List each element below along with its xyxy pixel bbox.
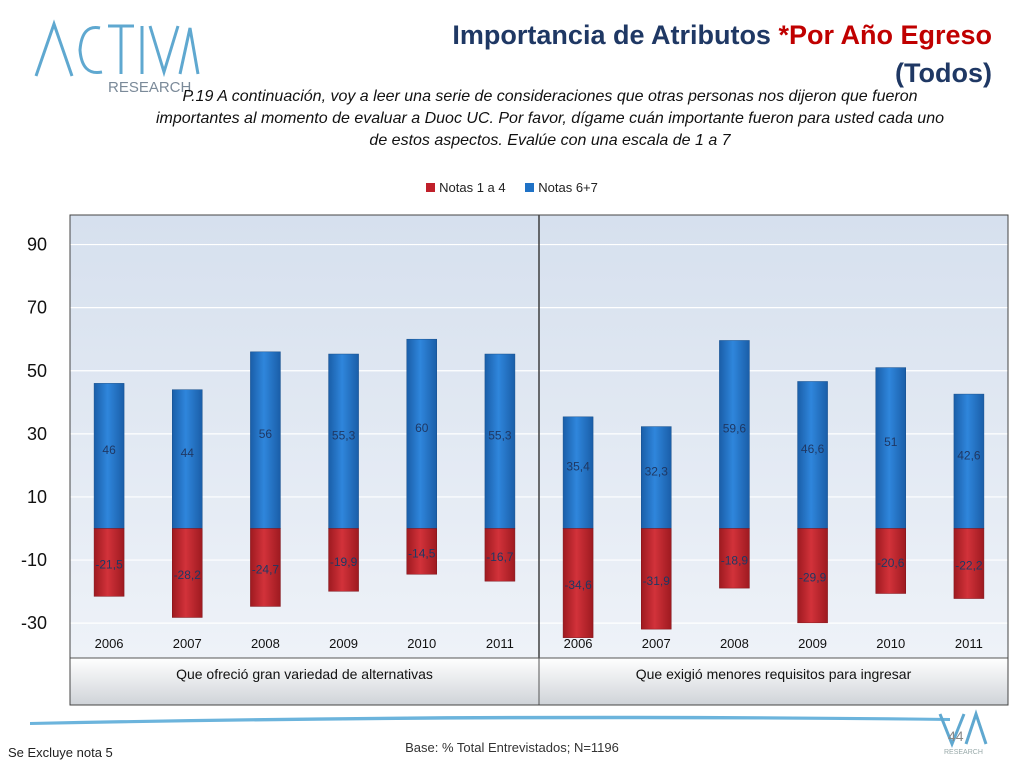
group-label: Que exigió menores requisitos para ingre… [636,666,912,682]
data-label-notas-1-4: -24,7 [252,562,280,576]
question-text: P.19 A continuación, voy a leer una seri… [156,88,944,149]
x-tick-label: 2008 [251,636,280,651]
y-tick-label: 70 [27,298,47,318]
base-note: Base: % Total Entrevistados; N=1196 [405,740,619,755]
bar-notas-6-7 [172,389,203,529]
page-number: 44 [948,728,964,744]
data-label-notas-1-4: -29,9 [799,571,827,585]
group-label: Que ofreció gran variedad de alternativa… [176,666,433,682]
bar-notas-1-4 [797,528,828,624]
bar-notas-1-4 [875,528,906,594]
data-label-notas-6-7: 32,3 [645,465,669,479]
data-label-notas-6-7: 56 [259,427,273,441]
legend-item-notas-1-4: Notas 1 a 4 [426,180,506,195]
bar-notas-1-4 [953,528,985,599]
data-label-notas-1-4: -34,6 [564,578,592,592]
y-tick-label: -30 [21,613,47,633]
y-tick-label: -10 [21,550,47,570]
group-label-box [538,657,1009,706]
footer-logo: RESEARCH [938,709,988,756]
bar-notas-6-7 [93,383,125,529]
data-label-notas-6-7: 46 [102,443,116,457]
x-tick-label: 2008 [720,636,749,651]
footer-logo-text: RESEARCH [944,749,983,756]
data-label-notas-6-7: 60 [415,421,429,435]
data-label-notas-6-7: 51 [884,435,898,449]
data-label-notas-6-7: 55,3 [488,428,512,442]
logo-subtitle: RESEARCH [108,79,191,96]
chart-frame [69,214,1009,706]
data-label-notas-6-7: 59,6 [723,421,747,435]
page-title: Importancia de Atributos *Por Año Egreso… [392,16,992,92]
bar-notas-1-4 [172,528,203,618]
data-label-notas-1-4: -16,7 [486,550,514,564]
legend-label: Notas 1 a 4 [439,180,506,195]
data-label-notas-6-7: 35,4 [566,460,590,474]
chart-legend: Notas 1 a 4 Notas 6+7 [0,180,1024,195]
x-tick-label: 2007 [642,636,671,651]
bar-notas-1-4 [484,528,516,582]
title-accent: *Por Año Egreso [778,20,992,50]
x-tick-label: 2010 [407,636,436,651]
x-tick-label: 2006 [564,636,593,651]
title-main: Importancia de Atributos [452,20,779,50]
y-tick-label: 30 [27,424,47,444]
footer-swoosh [30,715,950,725]
bar-notas-1-4 [328,528,359,592]
bar-notas-6-7 [562,416,594,529]
legend-label: Notas 6+7 [538,180,598,195]
y-tick-label: 50 [27,361,47,381]
bar-notas-6-7 [406,338,437,529]
data-label-notas-6-7: 46,6 [801,442,825,456]
x-tick-label: 2009 [798,636,827,651]
data-label-notas-1-4: -28,2 [174,568,202,582]
x-tick-label: 2010 [876,636,905,651]
data-label-notas-1-4: -21,5 [95,557,123,571]
x-tick-label: 2007 [173,636,202,651]
data-label-notas-1-4: -14,5 [408,546,436,560]
legend-swatch-blue [525,183,535,192]
bar-notas-1-4 [93,528,125,597]
data-label-notas-1-4: -19,9 [330,555,358,569]
data-label-notas-6-7: 42,6 [957,448,981,462]
bar-notas-1-4 [562,528,594,638]
bar-notas-1-4 [719,528,750,589]
bar-notas-1-4 [406,528,437,575]
legend-item-notas-6-7: Notas 6+7 [525,180,598,195]
data-label-notas-1-4: -18,9 [721,553,749,567]
bar-notas-6-7 [250,351,281,529]
y-tick-label: 90 [27,235,47,255]
stacked-bar-chart: -30 -10 10 30 50 70 90 46 -21,5 44 -28,2 56 -24,7 55… [21,214,1009,706]
x-tick-label: 2011 [486,636,514,651]
data-label-notas-1-4: -20,6 [877,556,905,570]
data-label-notas-6-7: 55,3 [332,428,356,442]
x-tick-label: 2009 [329,636,358,651]
bar-notas-6-7 [875,367,906,529]
x-tick-label: 2006 [95,636,124,651]
bar-notas-6-7 [641,426,672,529]
data-label-notas-6-7: 44 [181,446,195,460]
bar-notas-6-7 [953,393,985,529]
legend-swatch-red [426,183,436,192]
bars: 46 -21,5 44 -28,2 56 -24,7 55,3 -19,9 60 -14,5 55,… [93,338,985,638]
y-axis: -30 -10 10 30 50 70 90 [21,235,47,634]
bar-notas-6-7 [719,340,750,529]
data-label-notas-1-4: -31,9 [643,574,671,588]
x-tick-label: 2011 [955,636,983,651]
gridlines [70,215,1008,705]
bar-notas-6-7 [484,353,516,529]
bar-notas-6-7 [328,353,359,529]
data-label-notas-1-4: -22,2 [955,559,983,573]
bar-notas-1-4 [250,528,281,607]
title-line-2: (Todos) [895,58,992,88]
footnote-exclusion: Se Excluye nota 5 [8,745,113,760]
x-axis: 2006 2007 2008 2009 2010 2011 Que ofreció gran… [69,214,1009,706]
y-tick-label: 10 [27,487,47,507]
bar-notas-1-4 [641,528,672,630]
activa-research-logo: RESEARCH [34,19,200,96]
